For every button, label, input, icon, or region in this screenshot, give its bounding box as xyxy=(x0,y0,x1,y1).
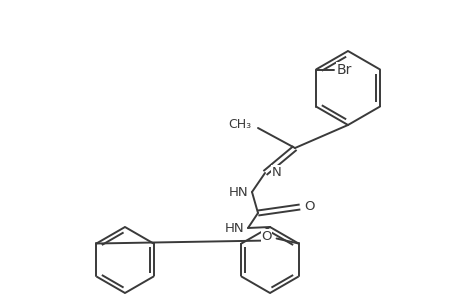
Text: N: N xyxy=(272,166,281,178)
Text: Br: Br xyxy=(336,62,351,76)
Text: O: O xyxy=(304,200,314,214)
Text: HN: HN xyxy=(225,223,244,236)
Text: CH₃: CH₃ xyxy=(228,118,251,130)
Text: O: O xyxy=(261,230,271,243)
Text: HN: HN xyxy=(229,187,248,200)
